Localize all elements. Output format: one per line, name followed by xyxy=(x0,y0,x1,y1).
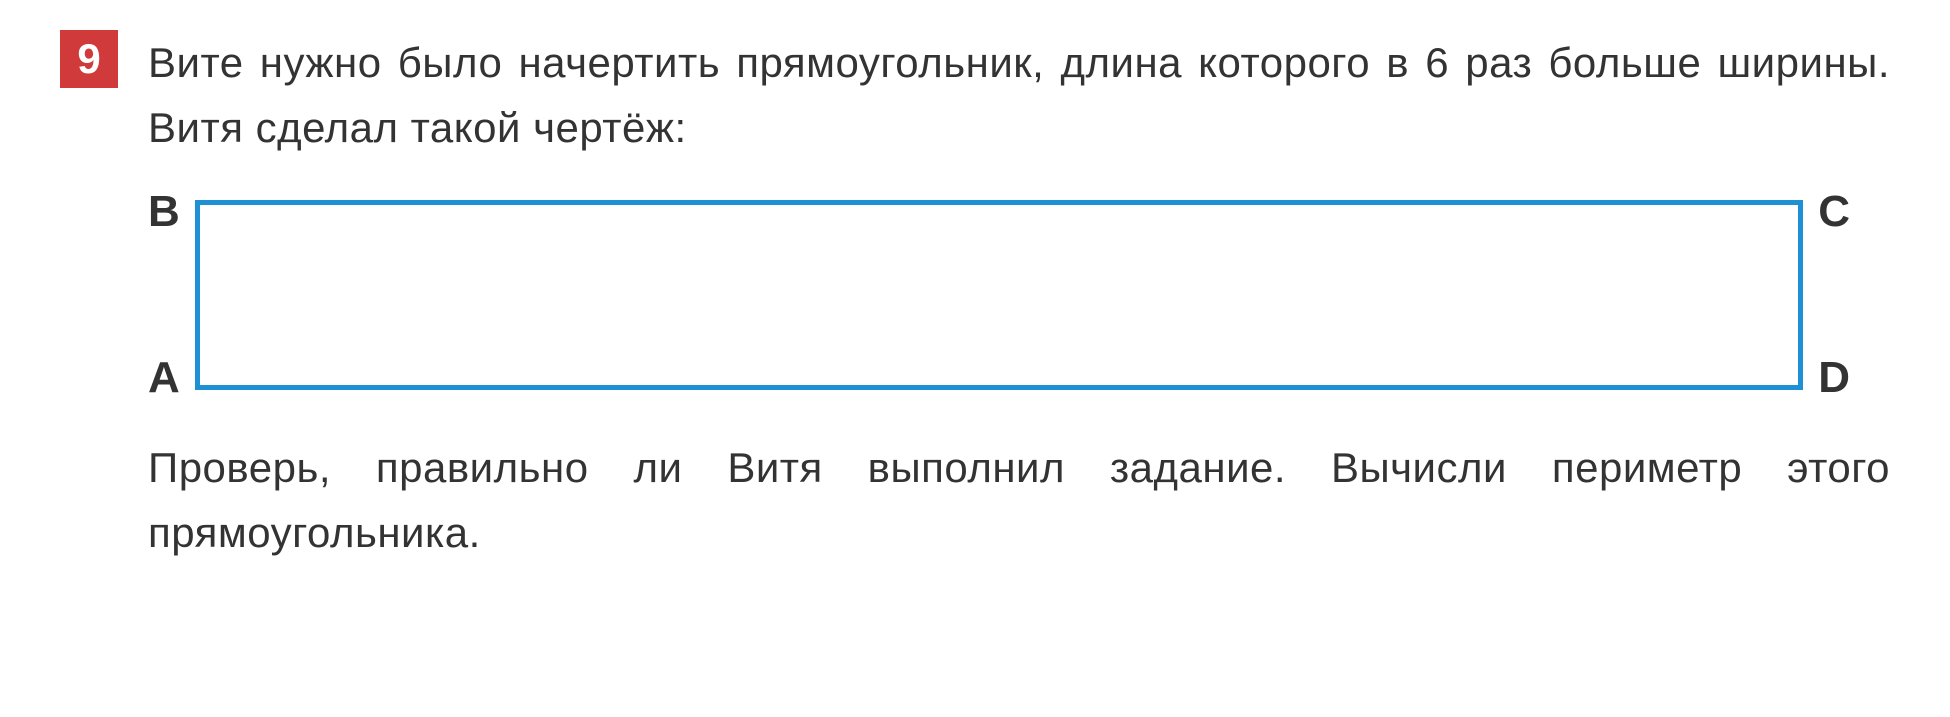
vertex-c: C xyxy=(1818,190,1850,234)
problem-text-1: Вите нужно было начертить прямоугольник,… xyxy=(148,30,1890,160)
problem-text-2: Проверь, правильно ли Витя выполнил зада… xyxy=(148,435,1890,565)
rectangle-diagram: B A C D xyxy=(148,190,1890,400)
rectangle-shape xyxy=(195,200,1803,390)
left-labels: B A xyxy=(148,190,195,400)
vertex-a: A xyxy=(148,356,180,400)
problem-number: 9 xyxy=(77,35,100,83)
right-labels: C D xyxy=(1803,190,1850,400)
problem-content: Вите нужно было начертить прямоугольник,… xyxy=(148,30,1890,565)
vertex-b: B xyxy=(148,190,180,234)
vertex-d: D xyxy=(1818,356,1850,400)
problem-number-badge: 9 xyxy=(60,30,118,88)
